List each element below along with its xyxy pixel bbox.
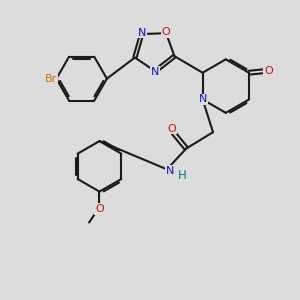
Text: H: H	[178, 169, 187, 182]
Text: N: N	[198, 94, 207, 104]
Text: N: N	[151, 67, 159, 77]
Text: O: O	[162, 27, 170, 37]
Text: Br: Br	[45, 74, 57, 84]
Text: N: N	[137, 28, 146, 38]
Text: N: N	[166, 166, 175, 176]
Text: O: O	[264, 66, 273, 76]
Text: O: O	[167, 124, 176, 134]
Text: O: O	[95, 204, 104, 214]
